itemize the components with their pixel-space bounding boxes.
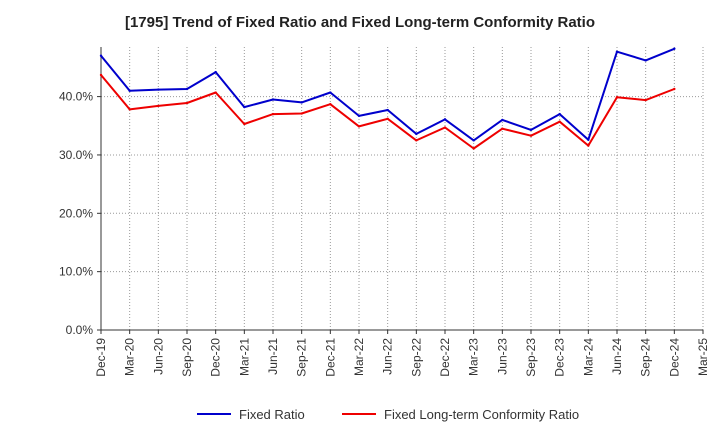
legend: Fixed Ratio Fixed Long-term Conformity Ra… bbox=[197, 407, 579, 422]
series-1-point bbox=[128, 89, 131, 92]
series-2-point bbox=[300, 112, 303, 115]
y-tick-label: 20.0% bbox=[59, 206, 93, 220]
series-2-point bbox=[271, 112, 275, 116]
series-1-point bbox=[386, 108, 389, 112]
series-1-point bbox=[673, 47, 676, 50]
series-1-point bbox=[615, 50, 619, 53]
x-tick-label: Jun-22 bbox=[381, 338, 395, 375]
x-tick-label: Dec-19 bbox=[94, 338, 108, 377]
series-1-point bbox=[300, 101, 303, 104]
legend-label-2: Fixed Long-term Conformity Ratio bbox=[384, 407, 579, 422]
series-1-point bbox=[558, 112, 561, 116]
series-2-point bbox=[443, 126, 447, 129]
y-tick-label: 30.0% bbox=[59, 148, 93, 162]
series-2-point bbox=[472, 147, 475, 150]
x-tick-label: Sep-23 bbox=[524, 338, 538, 377]
series-2-point bbox=[558, 120, 561, 123]
series-1-point bbox=[357, 114, 361, 118]
series-1-point bbox=[99, 54, 103, 57]
series-2-point bbox=[587, 144, 590, 147]
x-tick-label: Jun-21 bbox=[266, 338, 280, 375]
grid-lines bbox=[101, 47, 704, 330]
x-tick-label: Sep-22 bbox=[409, 338, 423, 377]
y-axis-ticks: 0.0% 10.0% 20.0% 30.0% 40.0% bbox=[59, 90, 101, 337]
x-tick-label: Sep-21 bbox=[295, 338, 309, 377]
x-tick-label: Mar-22 bbox=[352, 338, 366, 376]
series-2-point bbox=[529, 134, 533, 137]
x-tick-label: Sep-24 bbox=[639, 338, 653, 377]
series-2-point bbox=[615, 95, 619, 99]
series-1-point bbox=[329, 91, 332, 94]
y-tick-label: 40.0% bbox=[59, 90, 93, 104]
series-2-point bbox=[357, 125, 361, 128]
series-2-point bbox=[214, 91, 217, 94]
x-tick-label: Jun-24 bbox=[610, 338, 624, 375]
series-1-point bbox=[271, 98, 275, 101]
series-2-point bbox=[99, 73, 103, 77]
x-tick-label: Dec-22 bbox=[438, 338, 452, 377]
x-tick-label: Mar-23 bbox=[467, 338, 481, 376]
y-tick-label: 0.0% bbox=[66, 323, 94, 337]
series-2-point bbox=[415, 139, 418, 142]
series-2-point bbox=[673, 87, 676, 91]
x-tick-label: Jun-20 bbox=[151, 338, 165, 375]
series-2-point bbox=[243, 122, 246, 126]
series-2-point bbox=[128, 108, 131, 111]
x-tick-label: Dec-21 bbox=[323, 338, 337, 377]
x-axis-ticks: Dec-19 Mar-20 Jun-20 Sep-20 Dec-20 Mar-21 Jun-… bbox=[94, 330, 710, 377]
series-2-point bbox=[644, 98, 647, 102]
series-2-point bbox=[386, 117, 389, 120]
series-lines bbox=[99, 47, 676, 150]
series-1-point bbox=[214, 70, 217, 74]
x-tick-label: Dec-23 bbox=[553, 338, 567, 377]
series-1-point bbox=[157, 88, 160, 91]
series-2-point bbox=[329, 102, 332, 106]
series-1-point bbox=[472, 139, 475, 142]
axes bbox=[100, 47, 703, 331]
x-tick-label: Dec-24 bbox=[667, 338, 681, 377]
series-2-point bbox=[185, 101, 189, 105]
y-tick-label: 10.0% bbox=[59, 265, 93, 279]
x-tick-label: Mar-25 bbox=[696, 338, 710, 376]
series-1-point bbox=[587, 138, 590, 141]
legend-label-1: Fixed Ratio bbox=[239, 407, 305, 422]
series-1-point bbox=[243, 105, 246, 109]
x-tick-label: Mar-21 bbox=[237, 338, 251, 376]
series-1-point bbox=[443, 118, 447, 121]
series-1-point bbox=[415, 132, 418, 136]
series-2-point bbox=[157, 104, 160, 108]
x-tick-label: Jun-23 bbox=[495, 338, 509, 375]
series-2-point bbox=[501, 127, 504, 130]
series-1-point bbox=[644, 59, 647, 62]
chart-title: [1795] Trend of Fixed Ratio and Fixed Lo… bbox=[124, 14, 596, 31]
series-1-point bbox=[501, 118, 504, 122]
x-tick-label: Dec-20 bbox=[209, 338, 223, 377]
x-tick-label: Mar-24 bbox=[581, 338, 595, 376]
series-1-point bbox=[529, 128, 533, 132]
x-tick-label: Mar-20 bbox=[123, 338, 137, 376]
series-1-point bbox=[185, 87, 189, 91]
x-tick-label: Sep-20 bbox=[180, 338, 194, 377]
